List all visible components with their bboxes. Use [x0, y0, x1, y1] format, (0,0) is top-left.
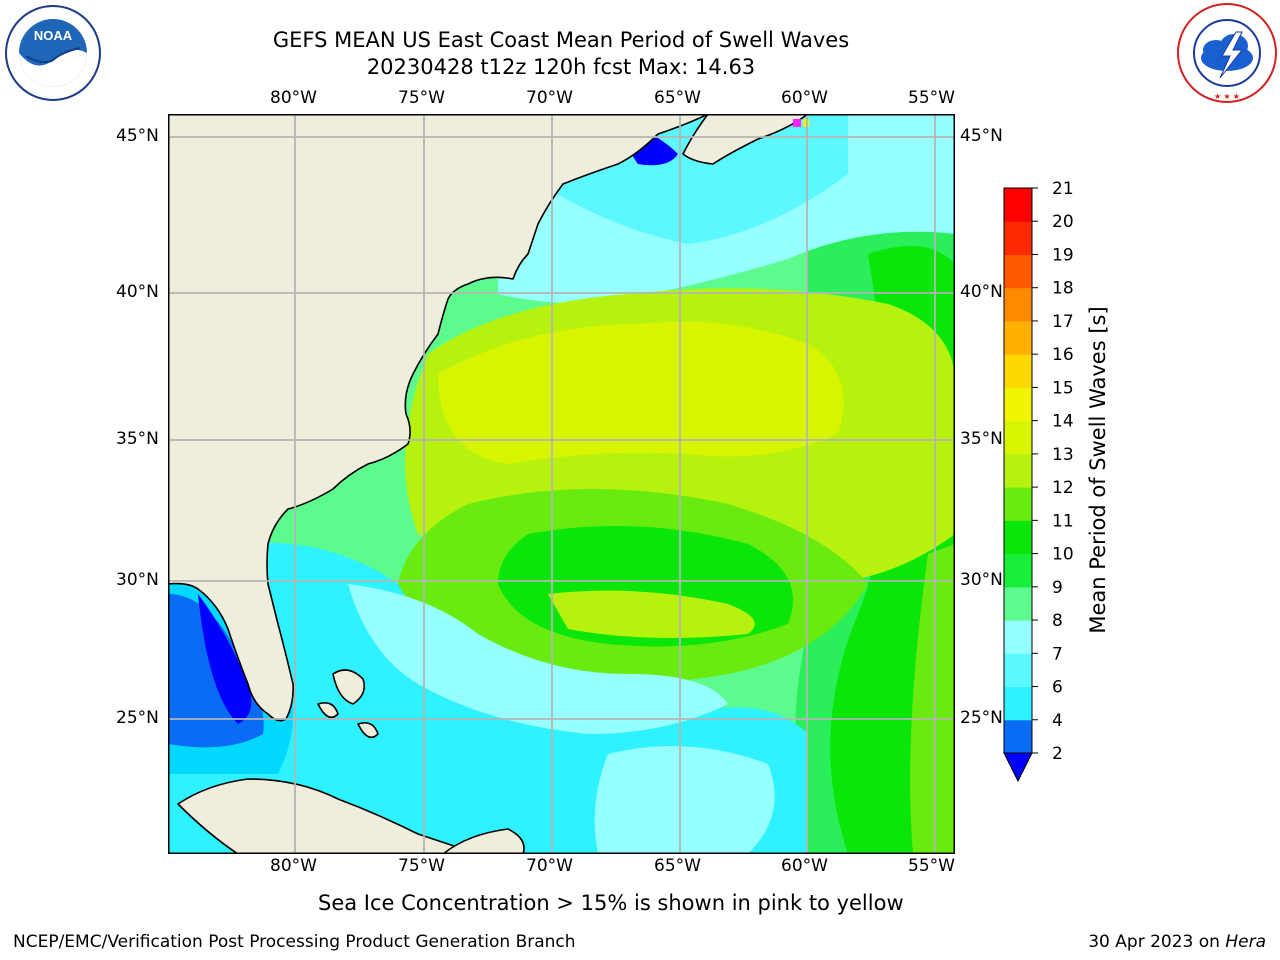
- lat-tick-left: 35°N: [116, 429, 159, 449]
- colorbar-tick-label: 19: [1052, 245, 1074, 265]
- lon-tick-bottom: 70°W: [526, 856, 573, 876]
- colorbar-tick-label: 10: [1052, 545, 1074, 565]
- lat-tick-right: 35°N: [960, 429, 1003, 449]
- colorbar-tick-label: 20: [1052, 212, 1074, 232]
- colorbar-tick-label: 6: [1052, 678, 1063, 698]
- colorbar-segment: [1004, 553, 1032, 588]
- colorbar-tick-label: 8: [1052, 611, 1063, 631]
- colorbar-segment: [1004, 287, 1032, 322]
- lon-tick-top: 70°W: [526, 88, 573, 108]
- lon-tick-bottom: 60°W: [781, 856, 828, 876]
- map-panel: [168, 114, 955, 854]
- map-frame: [168, 114, 955, 854]
- colorbar-segment: [1004, 188, 1032, 222]
- lat-tick-left: 45°N: [116, 126, 159, 146]
- colorbar: 2 4 6 7 8 9 10 11 12 13 14 15 16 17 18 19 20 21: [1003, 180, 1074, 783]
- colorbar-segment: [1004, 719, 1032, 754]
- colorbar-tick-label: 9: [1052, 578, 1063, 598]
- nws-logo: ★ ★ ★: [1177, 3, 1277, 103]
- chart-title: GEFS MEAN US East Coast Mean Period of S…: [272, 28, 850, 52]
- swell-period-field: [168, 114, 955, 854]
- lon-tick-top: 55°W: [908, 88, 955, 108]
- svg-text:★ ★ ★: ★ ★ ★: [1214, 92, 1240, 101]
- colorbar-segment: [1004, 320, 1032, 355]
- lat-tick-right: 45°N: [960, 126, 1003, 146]
- lon-tick-bottom: 65°W: [654, 856, 701, 876]
- colorbar-segment: [1004, 420, 1032, 455]
- colorbar-tick-label: 13: [1052, 445, 1074, 465]
- lon-tick-bottom: 55°W: [908, 856, 955, 876]
- colorbar-tick-label: 11: [1052, 511, 1074, 531]
- credit-date: 30 Apr 2023 on Hera: [1088, 932, 1266, 952]
- colorbar-under-arrow: [1003, 752, 1033, 783]
- lat-tick-left: 40°N: [116, 282, 159, 302]
- colorbar-segment: [1004, 221, 1032, 255]
- noaa-logo-text: NOAA: [34, 28, 73, 43]
- noaa-logo: NOAA: [5, 5, 101, 101]
- colorbar-segment: [1004, 387, 1032, 422]
- colorbar-segment: [1004, 586, 1032, 621]
- colorbar-segment: [1004, 354, 1032, 388]
- credit-branch: NCEP/EMC/Verification Post Processing Pr…: [13, 932, 576, 952]
- colorbar-tick-label: 21: [1052, 180, 1074, 199]
- colorbar-tick-label: 2: [1052, 744, 1063, 764]
- credit-date-text: 30 Apr 2023 on: [1088, 932, 1226, 952]
- colorbar-tick-label: 4: [1052, 711, 1063, 731]
- lat-tick-right: 25°N: [960, 708, 1003, 728]
- colorbar-segment: [1004, 520, 1032, 555]
- colorbar-tick-label: 15: [1052, 378, 1074, 398]
- colorbar-tick-label: 7: [1052, 644, 1063, 664]
- colorbar-segment: [1004, 686, 1032, 721]
- lon-tick-bottom: 80°W: [270, 856, 317, 876]
- colorbar-tick-label: 17: [1052, 312, 1074, 332]
- lon-tick-bottom: 75°W: [398, 856, 445, 876]
- colorbar-frame: [1003, 187, 1033, 754]
- lon-tick-top: 75°W: [398, 88, 445, 108]
- land: [168, 114, 809, 854]
- colorbar-segment: [1004, 254, 1032, 289]
- credit-host: Hera: [1225, 932, 1266, 952]
- gridlines: [168, 114, 955, 854]
- colorbar-tick-label: 18: [1052, 279, 1074, 299]
- colorbar-tick-label: 14: [1052, 412, 1074, 432]
- lat-tick-right: 30°N: [960, 570, 1003, 590]
- colorbar-segment: [1004, 487, 1032, 521]
- colorbar-swatches: [1003, 187, 1033, 783]
- colorbar-ticks: 2 4 6 7 8 9 10 11 12 13 14 15 16 17 18 19 20 21: [1032, 180, 1074, 764]
- colorbar-segment: [1004, 453, 1032, 488]
- lat-tick-left: 25°N: [116, 708, 159, 728]
- colorbar-segment: [1004, 620, 1032, 654]
- chart-subtitle: 20230428 t12z 120h fcst Max: 14.63: [366, 55, 756, 79]
- lat-tick-right: 40°N: [960, 282, 1003, 302]
- colorbar-tick-label: 16: [1052, 345, 1074, 365]
- colorbar-segment: [1004, 653, 1032, 688]
- lon-tick-top: 65°W: [654, 88, 701, 108]
- sea-ice-note: Sea Ice Concentration > 15% is shown in …: [318, 891, 904, 915]
- lon-tick-top: 80°W: [270, 88, 317, 108]
- colorbar-label: Mean Period of Swell Waves [s]: [1086, 306, 1110, 634]
- lon-tick-top: 60°W: [781, 88, 828, 108]
- lat-tick-left: 30°N: [116, 570, 159, 590]
- colorbar-tick-label: 12: [1052, 478, 1074, 498]
